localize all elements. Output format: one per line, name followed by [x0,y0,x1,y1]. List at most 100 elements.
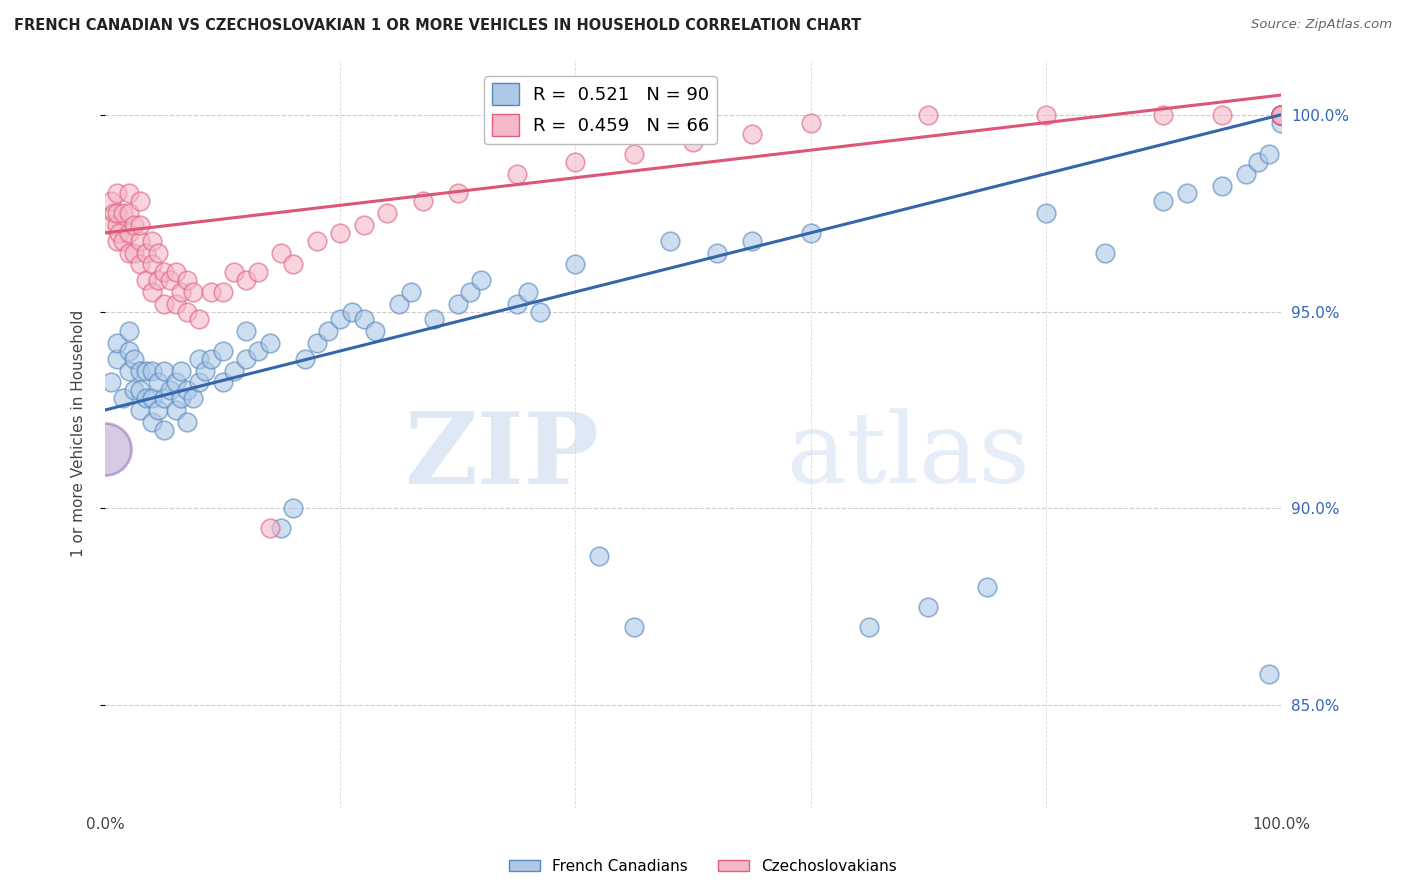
Point [141,415,163,429]
Y-axis label: 1 or more Vehicles in Household: 1 or more Vehicles in Household [72,310,86,558]
Point [1270,108,1292,122]
Point [181,285,204,299]
Point [111,234,134,248]
Point [1175,186,1198,201]
Point [1211,108,1233,122]
Point [505,296,527,310]
Point [235,273,257,287]
Point [976,580,998,594]
Point [135,364,157,378]
Point [111,391,134,405]
Point [129,384,152,398]
Point [259,521,281,535]
Point [176,273,198,287]
Point [458,285,481,299]
Point [105,186,128,201]
Point [224,265,246,279]
Point [152,296,174,310]
Point [353,218,375,232]
Point [141,391,163,405]
Point [152,265,174,279]
Point [146,376,169,390]
Point [194,364,217,378]
Point [108,226,131,240]
Point [117,343,139,358]
Point [141,364,163,378]
Point [146,273,169,287]
Text: atlas: atlas [787,409,1029,504]
Point [129,194,152,209]
Point [1270,108,1292,122]
Point [1270,108,1292,122]
Point [146,245,169,260]
Point [412,194,434,209]
Point [340,304,363,318]
Text: Source: ZipAtlas.com: Source: ZipAtlas.com [1251,18,1392,31]
Point [1270,108,1292,122]
Point [364,324,387,338]
Point [124,351,146,366]
Point [470,273,492,287]
Text: ZIP: ZIP [404,408,599,505]
Point [181,391,204,405]
Point [117,186,139,201]
Point [858,619,880,633]
Point [105,206,128,220]
Point [447,186,470,201]
Point [517,285,540,299]
Point [129,257,152,271]
Point [623,619,645,633]
Point [235,324,257,338]
Point [1270,108,1292,122]
Point [176,384,198,398]
Point [329,226,352,240]
Point [117,206,139,220]
Point [141,234,163,248]
Point [135,245,157,260]
Point [188,376,211,390]
Point [188,351,211,366]
Point [1270,108,1292,122]
Point [423,312,446,326]
Point [283,501,305,516]
Point [100,376,122,390]
Point [135,391,157,405]
Point [1270,108,1292,122]
Point [658,234,681,248]
Point [741,234,763,248]
Point [117,226,139,240]
Point [706,245,728,260]
Point [588,549,610,563]
Point [270,245,292,260]
Point [1234,167,1257,181]
Point [329,312,352,326]
Point [103,206,125,220]
Point [129,218,152,232]
Point [1270,115,1292,129]
Point [1035,206,1057,220]
Point [529,304,551,318]
Point [1270,108,1292,122]
Point [917,599,939,614]
Point [270,521,292,535]
Point [105,351,128,366]
Point [200,351,222,366]
Point [741,128,763,142]
Point [117,364,139,378]
Point [100,218,122,232]
Point [259,336,281,351]
Point [165,376,187,390]
Point [399,285,422,299]
Point [1153,108,1175,122]
Point [235,351,257,366]
Point [176,415,198,429]
Point [1270,108,1292,122]
Point [1211,178,1233,193]
Point [318,324,340,338]
Point [1270,108,1292,122]
Point [1258,666,1281,681]
Point [170,391,193,405]
Legend: French Canadians, Czechoslovakians: French Canadians, Czechoslovakians [503,853,903,880]
Point [124,218,146,232]
Point [1246,155,1268,169]
